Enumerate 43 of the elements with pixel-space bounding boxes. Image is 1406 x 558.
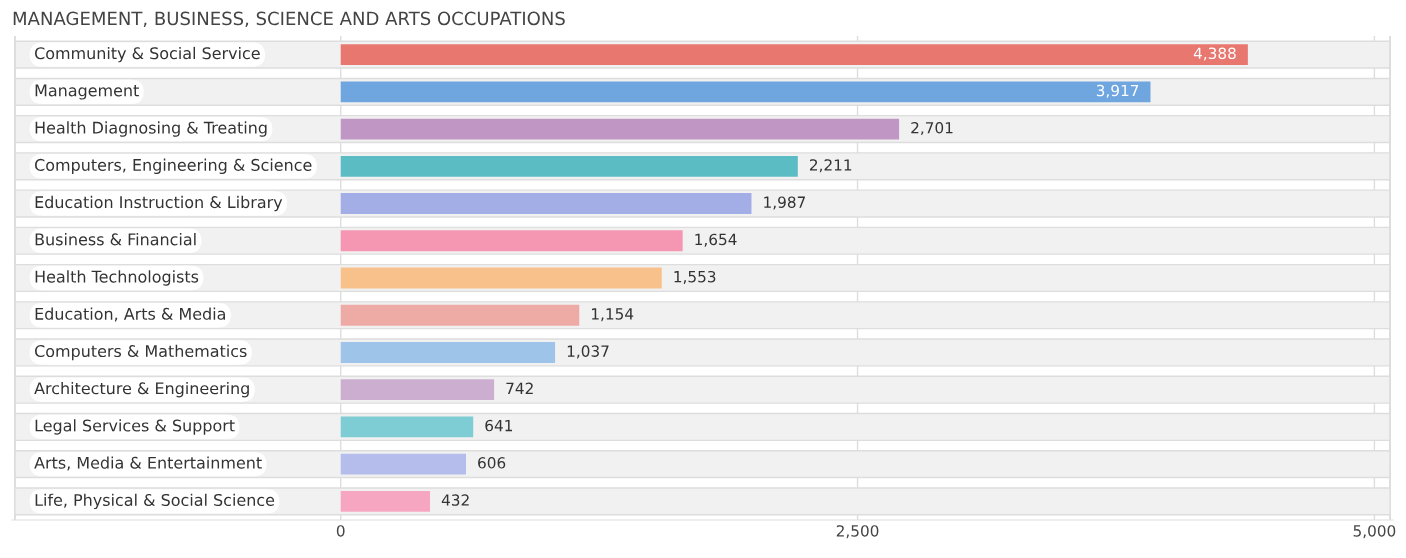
bar (340, 267, 662, 289)
y-tick-label: Community & Social Service (34, 46, 260, 63)
y-tick-label: Business & Financial (35, 233, 196, 246)
data-label: 1,553 (674, 270, 716, 284)
data-label: 2,701 (911, 121, 953, 136)
bar (340, 155, 798, 177)
y-tick-label: Arts, Media & Entertainment (34, 456, 262, 471)
bar (340, 304, 580, 326)
y-tick-label: Education Instruction & Library (35, 195, 283, 212)
bar (340, 490, 431, 512)
bar (340, 416, 474, 438)
bar (340, 44, 1248, 66)
bar (340, 453, 466, 475)
data-label: 3,917 (1096, 84, 1139, 98)
data-label: 1,037 (567, 345, 609, 359)
y-tick-label: Computers, Engineering & Science (34, 158, 312, 175)
y-tick-label: Architecture & Engineering (34, 381, 249, 398)
y-tick-label: Education, Arts & Media (35, 307, 225, 322)
bar (340, 81, 1151, 103)
bar (340, 342, 556, 363)
data-label: 742 (506, 382, 533, 394)
y-tick-label: Life, Physical & Social Science (35, 493, 275, 510)
x-tick-label: 0 (336, 525, 345, 537)
data-label: 1,654 (695, 233, 737, 247)
chart-title: MANAGEMENT, BUSINESS, SCIENCE AND ARTS OCCUPATIONS (13, 11, 565, 28)
data-label: 641 (485, 419, 513, 432)
bar (340, 379, 495, 401)
y-tick-label: Health Diagnosing & Treating (35, 121, 267, 137)
x-tick-label: 5,000 (1353, 525, 1396, 539)
y-tick-label: Legal Services & Support (35, 419, 235, 435)
y-tick-label: Management (35, 84, 139, 100)
y-tick-label: Health Technologists (35, 270, 199, 286)
data-label: 606 (478, 457, 506, 469)
data-label: 432 (441, 494, 469, 506)
x-tick-label: 2,500 (836, 525, 879, 539)
bar (340, 230, 683, 252)
bar (340, 118, 900, 140)
bar (340, 193, 752, 214)
data-label: 2,211 (809, 159, 852, 173)
data-label: 4,388 (1193, 47, 1236, 61)
y-tick-label: Computers & Mathematics (34, 344, 247, 361)
data-label: 1,987 (764, 196, 805, 210)
data-label: 1,154 (592, 308, 634, 322)
